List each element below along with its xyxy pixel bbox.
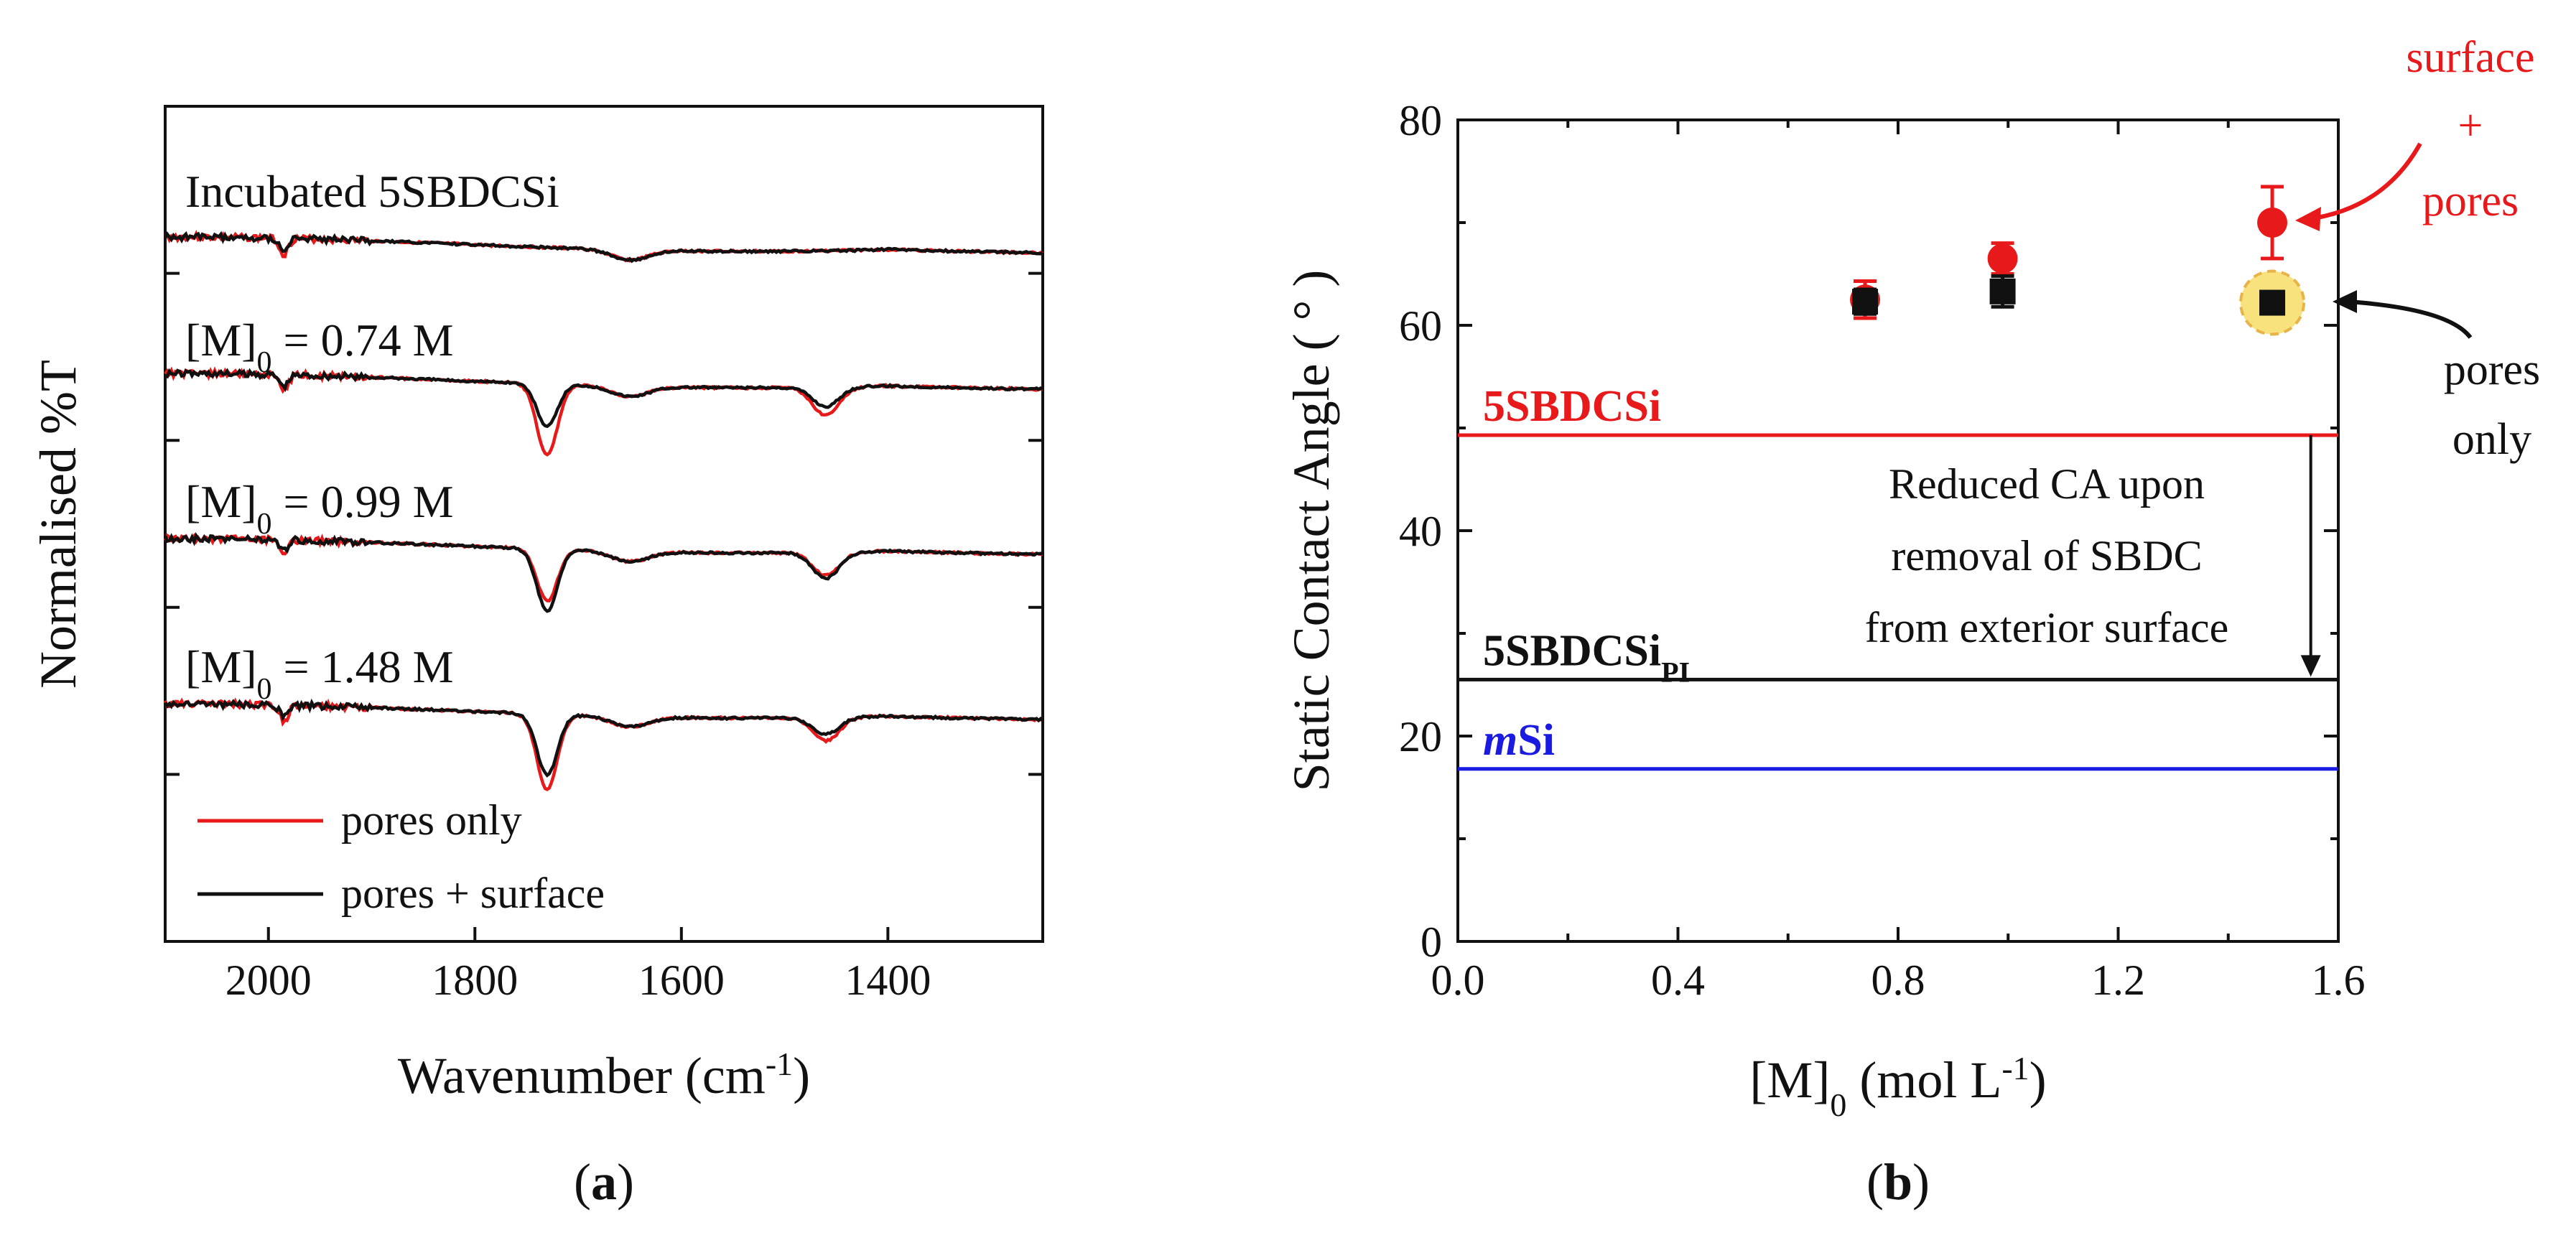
spectrum-label-4: [M]0 = 1.48 M <box>185 641 454 706</box>
panel-b-x-label: [M]0 (mol L-1) <box>1749 1050 2046 1123</box>
spectrum-4-pores-surface <box>164 698 1044 778</box>
panel-b: 0.0 0.4 0.8 1.2 1.6 0 20 40 60 80 5SBDCSi 5SBDCSiP… <box>1283 33 2540 1211</box>
panel-a-frame <box>164 105 1044 943</box>
annotation-surface-pores: surface + pores <box>2295 33 2534 231</box>
reduction-arrowhead <box>2300 655 2321 677</box>
panel-a-x-tick-label: 1600 <box>638 957 725 1004</box>
point-pores-only <box>1852 289 1879 315</box>
panel-b-y-tick-label: 60 <box>1399 302 1442 350</box>
panel-b-y-tick-label: 80 <box>1399 97 1442 144</box>
panel-a-y-ticks <box>165 271 1043 776</box>
point-pores-only <box>2259 289 2286 316</box>
annotation-reduced-ca: Reduced CA upon removal of SBDC from ext… <box>1865 460 2228 651</box>
annotation-surface-pores-arrow-line <box>2308 142 2422 221</box>
panel-b-x-tick-label: 0.4 <box>1651 957 1705 1004</box>
spectrum-label-1: Incubated 5SBDCSi <box>185 166 559 217</box>
annotation-pores-only-line-1: pores <box>2444 345 2540 394</box>
legend-pores-surface: pores + surface <box>341 870 605 917</box>
spectrum-4-pores-only <box>163 697 1043 791</box>
panel-a-x-tick-label: 1800 <box>432 957 518 1004</box>
panel-b-ticks: 0.0 0.4 0.8 1.2 1.6 0 20 40 60 80 <box>1399 97 2366 1004</box>
point-surface-pores <box>2257 208 2288 238</box>
legend-pores-only: pores only <box>341 796 522 844</box>
panel-b-x-tick-label: 1.6 <box>2312 957 2366 1004</box>
panel-a-spectrum-labels: Incubated 5SBDCSi [M]0 = 0.74 M [M]0 = 0.9… <box>185 166 559 706</box>
panel-a: 2000 1800 1600 1400 Incubated 5SBDCSi [M]0 =… <box>29 105 1044 1211</box>
annotation-pores-only-arrow-line <box>2348 299 2473 339</box>
panel-b-x-tick-label: 1.2 <box>2091 957 2145 1004</box>
annotation-surface: surface <box>2407 33 2535 82</box>
panel-b-y-tick-label: 40 <box>1399 508 1442 555</box>
spectrum-3-pores-only <box>163 532 1043 602</box>
panel-a-spectra <box>163 229 1044 791</box>
spectrum-3-pores-surface <box>163 532 1043 613</box>
annotation-reduced-ca-line-2: removal of SBDC <box>1891 532 2202 580</box>
panel-a-x-ticks: 2000 1800 1600 1400 <box>225 927 931 1004</box>
panel-b-y-tick-label: 0 <box>1420 918 1442 966</box>
spectrum-label-2: [M]0 = 0.74 M <box>185 315 454 379</box>
annotation-pores-only: pores only <box>2333 290 2540 464</box>
annotation-reduced-ca-line-3: from exterior surface <box>1865 604 2228 651</box>
panel-a-y-label: Normalised %T <box>29 360 87 689</box>
reference-label-5SBDCSi: 5SBDCSi <box>1483 382 1661 431</box>
annotation-surface-pores-arrowhead <box>2295 207 2321 231</box>
annotation-plus: + <box>2458 101 2483 150</box>
panel-a-legend: pores only pores + surface <box>197 796 605 917</box>
panel-a-x-tick-label: 1400 <box>845 957 931 1004</box>
spectrum-1-pores-surface <box>164 231 1043 264</box>
panel-b-caption: (b) <box>1866 1153 1930 1211</box>
spectrum-label-3: [M]0 = 0.99 M <box>185 476 454 541</box>
panel-b-x-tick-label: 0.0 <box>1431 957 1485 1004</box>
panel-b-points <box>1850 185 2306 336</box>
reference-label-mSi: mSi <box>1483 716 1555 765</box>
panel-a-x-tick-label: 2000 <box>225 957 312 1004</box>
annotation-pores: pores <box>2422 177 2519 225</box>
panel-b-reference-lines: 5SBDCSi 5SBDCSiPI mSi <box>1458 382 2338 771</box>
panel-b-frame <box>1456 118 2340 943</box>
panel-a-x-label: Wavenumber (cm-1) <box>398 1046 810 1105</box>
panel-a-caption: (a) <box>574 1153 634 1211</box>
panel-b-y-tick-label: 20 <box>1399 713 1442 760</box>
point-surface-pores <box>1987 243 2018 274</box>
spectrum-2-pores-only <box>164 366 1043 457</box>
reference-label-5SBDCSiPI: 5SBDCSiPI <box>1483 626 1690 688</box>
panel-b-reduction-arrow <box>2300 435 2321 677</box>
panel-b-x-tick-label: 0.8 <box>1871 957 1925 1004</box>
annotation-pores-only-arrowhead <box>2333 290 2357 313</box>
annotation-pores-only-line-2: only <box>2452 415 2531 464</box>
annotation-reduced-ca-line-1: Reduced CA upon <box>1889 460 2205 508</box>
spectrum-2-pores-surface <box>164 368 1043 429</box>
panel-b-y-label: Static Contact Angle ( ° ) <box>1283 270 1340 792</box>
point-pores-only <box>1989 278 2016 304</box>
